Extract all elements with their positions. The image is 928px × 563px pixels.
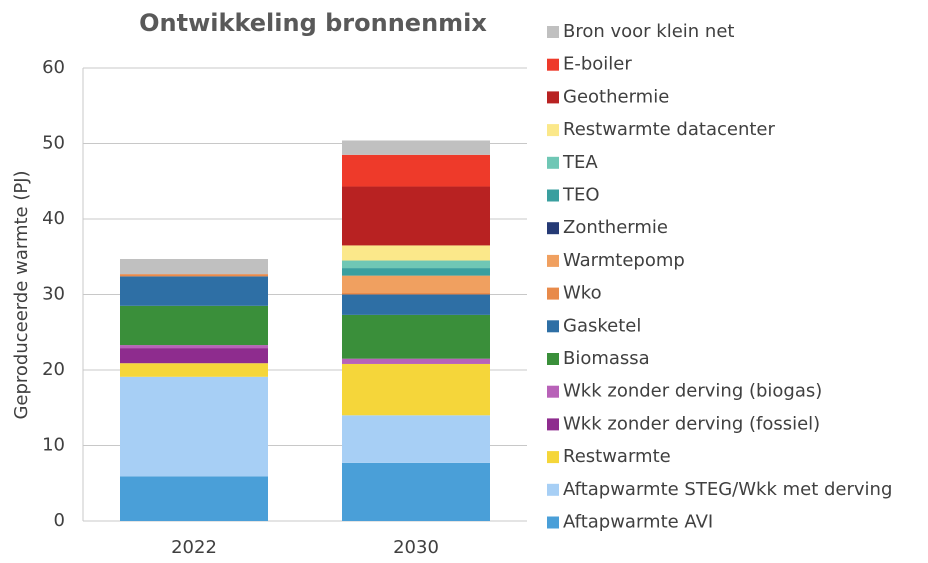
bar-segment [342,268,490,276]
bar-segment [342,314,490,359]
bar-segment [120,305,268,346]
legend-swatch [547,156,559,169]
legend-swatch [547,483,559,496]
legend-label: E-boiler [563,54,632,75]
legend-label: Warmtepomp [563,250,685,271]
bar-segment [120,345,268,349]
y-tick-label: 50 [42,133,65,154]
y-tick-label: 60 [42,57,65,78]
bar-segment [342,154,490,187]
bar-segment [342,363,490,416]
bar-segment [342,292,490,295]
legend-label: Wkk zonder derving (fossiel) [563,413,820,434]
legend-label: TEO [562,185,600,206]
bar-segment [342,260,490,269]
legend-swatch [547,26,559,38]
legend-label: Bron voor klein net [563,21,734,42]
y-tick-label: 20 [42,359,65,380]
bar-segment [120,348,268,364]
bar-segment [120,476,268,521]
bar-segment [342,415,490,463]
y-tick-label: 30 [42,284,65,305]
bar-segment [342,294,490,315]
legend-label: TEA [562,152,598,173]
bar-segment [120,376,268,477]
legend-label: Geothermie [563,86,669,107]
bar-segment [342,275,490,293]
bar-segment [342,358,490,364]
legend-swatch [547,287,559,300]
bar-segment [342,186,490,246]
bar-segment [120,363,268,377]
legend-label: Biomassa [563,348,650,369]
y-tick-label: 40 [42,208,65,229]
legend-swatch [547,58,559,71]
legend-swatch [547,320,559,333]
legend-label: Wko [563,283,602,304]
legend-swatch [547,516,559,529]
legend-swatch [547,418,559,431]
legend-swatch [547,189,559,202]
legend-swatch [547,254,559,267]
legend-label: Wkk zonder derving (biogas) [563,381,822,402]
legend-swatch [547,222,559,235]
legend-label: Aftapwarmte STEG/Wkk met derving [563,479,892,500]
bar-segment [342,140,490,155]
legend-swatch [547,451,559,464]
legend-swatch [547,385,559,398]
legend-swatch [547,353,559,365]
legend-label: Aftapwarmte AVI [563,512,713,533]
bar-segment [120,274,268,277]
legend-swatch [547,91,559,104]
bar-segment [120,276,268,306]
y-tick-label: 0 [54,510,65,531]
bar-segment [342,245,490,261]
legend-swatch [547,124,559,137]
x-tick-label: 2030 [393,537,439,558]
y-axis-label: Geproduceerde warmte (PJ) [11,170,32,419]
legend-label: Restwarmte datacenter [563,119,775,140]
legend-label: Gasketel [563,315,641,336]
bar-segment [120,259,268,275]
y-tick-label: 10 [42,435,65,456]
bar-segment [342,462,490,521]
x-tick-label: 2022 [171,537,217,558]
legend-label: Restwarmte [563,446,671,467]
legend-label: Zonthermie [563,217,668,238]
chart-title: Ontwikkeling bronnenmix [139,9,487,37]
